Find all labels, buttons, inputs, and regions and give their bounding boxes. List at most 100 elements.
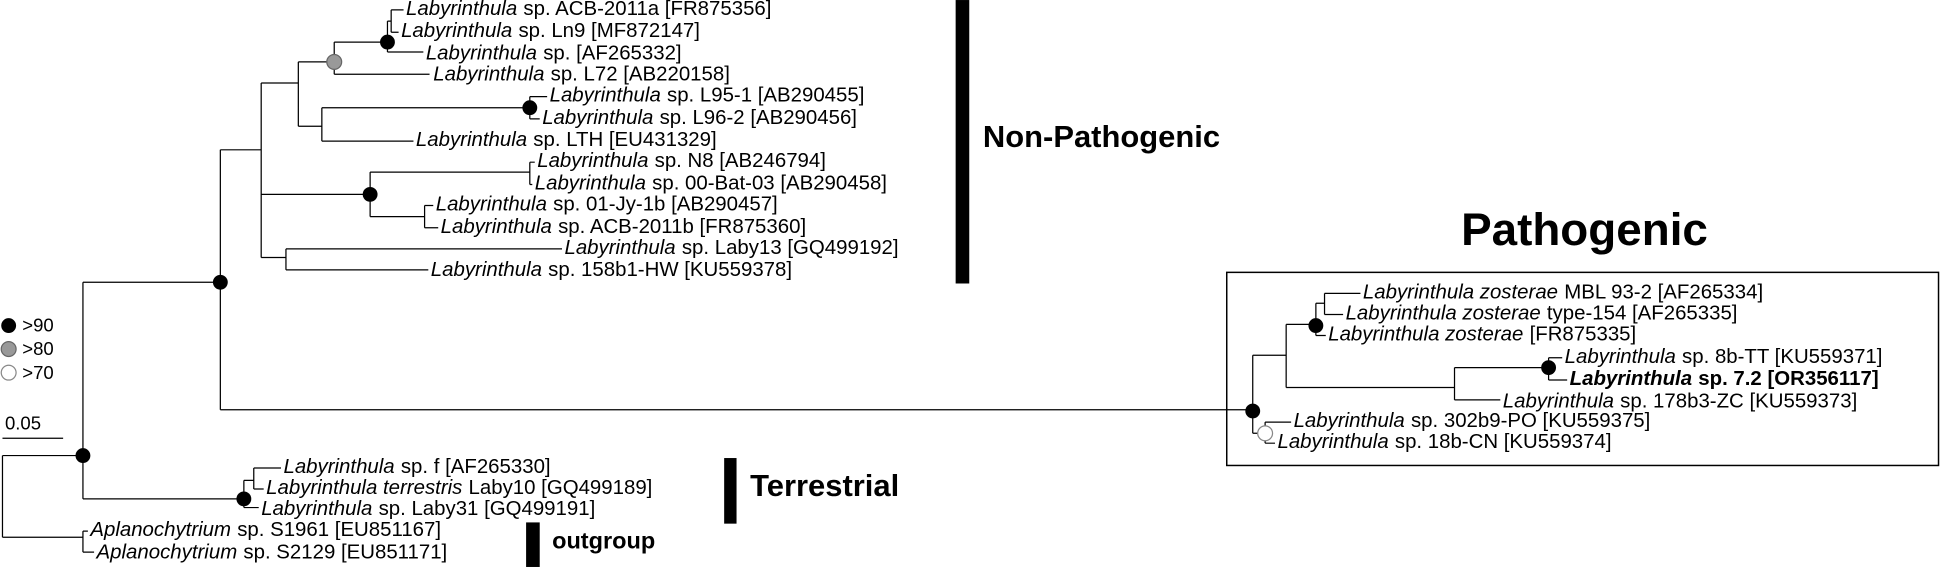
leaf-strain: sp. L95-1 [AB290455] xyxy=(667,85,864,107)
leaf-taxon: Aplanochytrium xyxy=(89,519,231,541)
leaf-label: Labyrinthula zosterae [FR875335] xyxy=(1328,324,1636,346)
leaf-strain: [FR875335] xyxy=(1530,324,1637,346)
leaf-taxon: Labyrinthula xyxy=(1503,391,1614,413)
leaf-taxon: Labyrinthula xyxy=(535,173,646,195)
legend-marker xyxy=(1,318,17,334)
leaf-taxon: Labyrinthula xyxy=(436,194,547,216)
leaf-label: Labyrinthula sp. L96-2 [AB290456] xyxy=(542,107,857,129)
legend: >90 >80 >70 0.05 xyxy=(0,315,64,439)
leaf-strain: sp. S1961 [EU851167] xyxy=(237,519,441,541)
leaf-taxon: Labyrinthula xyxy=(431,260,542,282)
leaf-label: Labyrinthula sp. 178b3-ZC [KU559373] xyxy=(1503,391,1857,413)
leaf-label: Labyrinthula sp. Laby13 [GQ499192] xyxy=(564,237,898,259)
leaf-taxon: Labyrinthula xyxy=(406,0,517,20)
leaf-taxon: Labyrinthula zosterae xyxy=(1346,303,1541,325)
scale-bar-label: 0.05 xyxy=(5,413,41,434)
leaf-strain: sp. 158b1-HW [KU559378] xyxy=(548,260,792,282)
leaf-labels: Labyrinthula sp. ACB-2011a [FR875356]Laby… xyxy=(89,0,1882,564)
leaf-label: Labyrinthula sp. 8b-TT [KU559371] xyxy=(1565,346,1883,368)
leaf-strain: sp. 00-Bat-03 [AB290458] xyxy=(652,173,887,195)
leaf-taxon: Labyrinthula zosterae xyxy=(1363,282,1558,304)
leaf-strain: sp. Laby13 [GQ499192] xyxy=(682,237,899,259)
node-90 xyxy=(212,274,228,290)
group-bar xyxy=(724,458,737,524)
node-70 xyxy=(1257,425,1274,442)
leaf-label: Labyrinthula zosterae MBL 93-2 [AF265334] xyxy=(1363,282,1763,304)
leaf-strain: sp. Ln9 [MF872147] xyxy=(518,21,700,43)
group-label: outgroup xyxy=(552,527,655,553)
leaf-strain: sp. 18b-CN [KU559374] xyxy=(1395,432,1612,454)
leaf-taxon: Labyrinthula xyxy=(283,456,394,478)
leaf-label: Labyrinthula sp. [AF265332] xyxy=(426,43,682,65)
leaf-strain: sp. L72 [AB220158] xyxy=(551,64,730,86)
leaf-label: Labyrinthula sp. N8 [AB246794] xyxy=(537,151,826,173)
leaf-label: Labyrinthula sp. Ln9 [MF872147] xyxy=(401,21,700,43)
leaf-taxon: Labyrinthula xyxy=(1294,411,1405,433)
legend-marker xyxy=(0,341,17,358)
group-bar xyxy=(526,522,540,567)
leaf-taxon: Labyrinthula xyxy=(416,130,527,152)
leaf-strain: sp. L96-2 [AB290456] xyxy=(660,107,857,129)
node-90 xyxy=(380,34,395,50)
node-90 xyxy=(522,100,538,116)
leaf-strain: sp. LTH [EU431329] xyxy=(533,130,716,152)
pathogenic-box xyxy=(1225,271,1940,467)
leaf-taxon: Labyrinthula xyxy=(564,237,675,259)
leaf-label: Labyrinthula sp. L72 [AB220158] xyxy=(433,64,730,86)
legend-marker xyxy=(0,364,17,381)
leaf-strain: type-154 [AF265335] xyxy=(1547,303,1738,325)
group-label: Non-Pathogenic xyxy=(983,119,1220,154)
leaf-label: Labyrinthula sp. L95-1 [AB290455] xyxy=(550,85,865,107)
leaf-taxon: Labyrinthula zosterae xyxy=(1328,324,1523,346)
leaf-strain: sp. N8 [AB246794] xyxy=(655,151,826,173)
leaf-label: Labyrinthula sp. ACB-2011a [FR875356] xyxy=(406,0,771,20)
group-bar xyxy=(955,0,970,284)
leaf-label: Labyrinthula sp. f [AF265330] xyxy=(283,456,550,478)
leaf-label: Labyrinthula sp. ACB-2011b [FR875360] xyxy=(441,216,806,238)
node-90 xyxy=(75,448,91,463)
leaf-label: Labyrinthula sp. Laby31 [GQ499191] xyxy=(261,498,595,520)
leaf-taxon: Labyrinthula xyxy=(426,43,537,65)
leaf-label: Labyrinthula sp. 302b9-PO [KU559375] xyxy=(1294,411,1651,433)
legend-label: >80 xyxy=(22,338,53,359)
leaf-strain: sp. 01-Jy-1b [AB290457] xyxy=(553,194,778,216)
leaf-strain: sp. ACB-2011a [FR875356] xyxy=(523,0,771,20)
leaf-strain: sp. Laby31 [GQ499191] xyxy=(379,498,596,520)
leaf-label: Labyrinthula sp. 01-Jy-1b [AB290457] xyxy=(436,194,778,216)
leaf-taxon: Labyrinthula xyxy=(1565,346,1676,368)
leaf-label: Aplanochytrium sp. S2129 [EU851171] xyxy=(96,542,448,564)
leaf-strain: sp. 178b3-ZC [KU559373] xyxy=(1620,391,1857,413)
leaf-strain: Laby10 [GQ499189] xyxy=(469,477,653,499)
leaf-label: Labyrinthula sp. 7.2 [OR356117] xyxy=(1570,368,1879,390)
leaf-label: Aplanochytrium sp. S1961 [EU851167] xyxy=(89,519,441,541)
group-label: Terrestrial xyxy=(750,468,899,503)
leaf-strain: sp. 7.2 [OR356117] xyxy=(1698,368,1878,390)
leaf-label: Labyrinthula zosterae type-154 [AF265335] xyxy=(1346,303,1738,325)
leaf-taxon: Labyrinthula xyxy=(1570,368,1692,390)
leaf-label: Labyrinthula sp. 00-Bat-03 [AB290458] xyxy=(535,173,887,195)
leaf-strain: sp. ACB-2011b [FR875360] xyxy=(558,216,806,238)
leaf-taxon: Labyrinthula xyxy=(261,498,372,520)
leaf-taxon: Labyrinthula xyxy=(550,85,661,107)
leaf-strain: sp. 8b-TT [KU559371] xyxy=(1682,346,1882,368)
node-80 xyxy=(326,53,343,70)
node-90 xyxy=(1541,360,1557,376)
leaf-strain: MBL 93-2 [AF265334] xyxy=(1564,282,1763,304)
node-90 xyxy=(1245,403,1261,419)
node-90 xyxy=(1308,318,1324,334)
leaf-taxon: Labyrinthula xyxy=(433,64,544,86)
leaf-label: Labyrinthula sp. LTH [EU431329] xyxy=(416,130,717,152)
leaf-strain: sp. S2129 [EU851171] xyxy=(243,542,447,564)
leaf-label: Labyrinthula sp. 18b-CN [KU559374] xyxy=(1277,432,1611,454)
leaf-taxon: Labyrinthula xyxy=(537,151,648,173)
leaf-taxon: Labyrinthula xyxy=(401,21,512,43)
leaf-strain: sp. [AF265332] xyxy=(543,43,681,65)
leaf-taxon: Labyrinthula xyxy=(441,216,552,238)
group-label: Pathogenic xyxy=(1461,204,1708,255)
leaf-strain: sp. 302b9-PO [KU559375] xyxy=(1411,411,1650,433)
leaf-taxon: Aplanochytrium xyxy=(96,542,238,564)
leaf-strain: sp. f [AF265330] xyxy=(401,456,551,478)
legend-label: >90 xyxy=(22,315,53,336)
leaf-label: Labyrinthula sp. 158b1-HW [KU559378] xyxy=(431,260,792,282)
